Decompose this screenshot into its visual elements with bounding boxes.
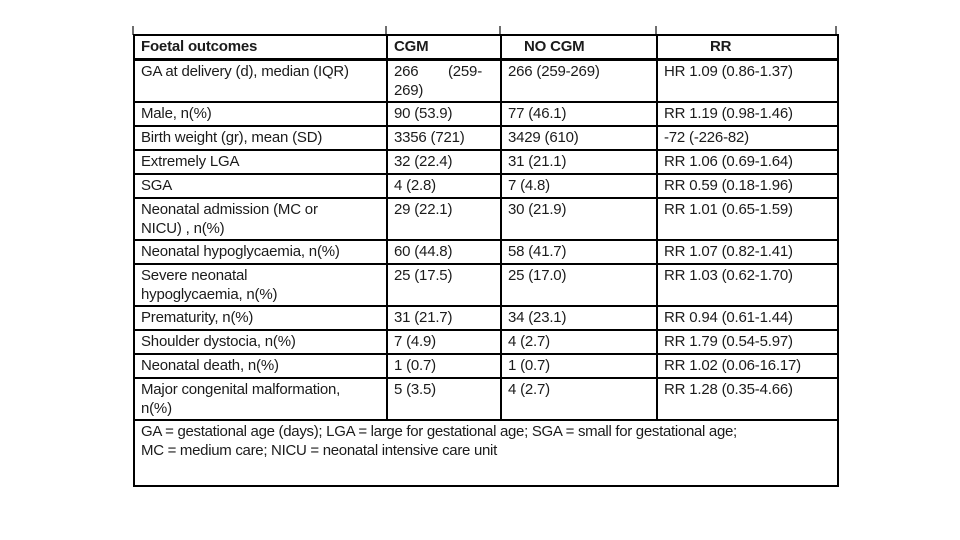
rr-value-cell: RR 0.94 (0.61-1.44): [656, 305, 839, 331]
table-body: GA at delivery (d), median (IQR) 266 (25…: [133, 58, 839, 421]
cgm-value-cell: 4 (2.8): [386, 173, 502, 199]
col-header-foetal-outcomes: Foetal outcomes: [133, 34, 388, 61]
cgm-value-cell: 29 (22.1): [386, 197, 502, 241]
table-row: SGA 4 (2.8) 7 (4.8) RR 0.59 (0.18-1.96): [133, 173, 839, 199]
rr-value-cell: RR 0.59 (0.18-1.96): [656, 173, 839, 199]
rr-value-cell: -72 (-226-82): [656, 125, 839, 151]
cgm-value: 25 (17.5): [394, 267, 453, 284]
rr-value-cell: RR 1.19 (0.98-1.46): [656, 101, 839, 127]
no-cgm-value-cell: 3429 (610): [500, 125, 658, 151]
table-row: Extremely LGA 32 (22.4) 31 (21.1) RR 1.0…: [133, 149, 839, 175]
col-header-no-cgm: NO CGM: [500, 34, 658, 61]
outcome-cell: Major congenital malformation, n(%): [133, 377, 388, 421]
no-cgm-value-cell: 77 (46.1): [500, 101, 658, 127]
no-cgm-value-cell: 31 (21.1): [500, 149, 658, 175]
table-top-tick: [385, 26, 387, 35]
cgm-value: 5 (3.5): [394, 381, 436, 398]
cgm-value: 4 (2.8): [394, 177, 436, 194]
no-cgm-value-cell: 266 (259-269): [500, 58, 658, 103]
cgm-value: 29 (22.1): [394, 201, 453, 218]
outcome-cell: Neonatal hypoglycaemia, n(%): [133, 239, 388, 265]
outcome-cell: Neonatal death, n(%): [133, 353, 388, 379]
cgm-value: 32 (22.4): [394, 153, 453, 170]
outcome-cell: GA at delivery (d), median (IQR): [133, 58, 388, 103]
table-row: Major congenital malformation, n(%) 5 (3…: [133, 377, 839, 421]
table-row: Shoulder dystocia, n(%) 7 (4.9) 4 (2.7) …: [133, 329, 839, 355]
cgm-value: 3356 (721): [394, 129, 465, 146]
outcome-cell: Extremely LGA: [133, 149, 388, 175]
cgm-value-cell: 25 (17.5): [386, 263, 502, 307]
outcome-cell: Birth weight (gr), mean (SD): [133, 125, 388, 151]
cgm-value-cell: 31 (21.7): [386, 305, 502, 331]
col-header-rr: RR: [656, 34, 839, 61]
no-cgm-value-cell: 58 (41.7): [500, 239, 658, 265]
cgm-value: 7 (4.9): [394, 333, 436, 350]
col-header-cgm: CGM: [386, 34, 502, 61]
outcome-cell: Shoulder dystocia, n(%): [133, 329, 388, 355]
cgm-value-cell: 60 (44.8): [386, 239, 502, 265]
table-header: Foetal outcomes CGM NO CGM RR: [133, 34, 839, 61]
no-cgm-value-cell: 30 (21.9): [500, 197, 658, 241]
table-row: Prematurity, n(%) 31 (21.7) 34 (23.1) RR…: [133, 305, 839, 331]
table-row: Severe neonatal hypoglycaemia, n(%) 25 (…: [133, 263, 839, 307]
footnote-row: GA = gestational age (days); LGA = large…: [133, 419, 839, 487]
cgm-value: 31 (21.7): [394, 309, 453, 326]
foetal-outcomes-table: Foetal outcomes CGM NO CGM RR GA at deli…: [133, 34, 839, 487]
cgm-value-cell: 7 (4.9): [386, 329, 502, 355]
outcome-cell: Prematurity, n(%): [133, 305, 388, 331]
no-cgm-value-cell: 7 (4.8): [500, 173, 658, 199]
outcome-cell: Severe neonatal hypoglycaemia, n(%): [133, 263, 388, 307]
cgm-value-cell: 266 (259-269): [386, 58, 502, 103]
table-footnote: GA = gestational age (days); LGA = large…: [133, 419, 839, 487]
rr-value-cell: RR 1.03 (0.62-1.70): [656, 263, 839, 307]
table-row: Birth weight (gr), mean (SD) 3356 (721) …: [133, 125, 839, 151]
rr-value-cell: HR 1.09 (0.86-1.37): [656, 58, 839, 103]
no-cgm-value-cell: 25 (17.0): [500, 263, 658, 307]
rr-value-cell: RR 1.07 (0.82-1.41): [656, 239, 839, 265]
cgm-value-cell: 3356 (721): [386, 125, 502, 151]
rr-value-cell: RR 1.28 (0.35-4.66): [656, 377, 839, 421]
cgm-value: 90 (53.9): [394, 105, 453, 122]
no-cgm-value-cell: 1 (0.7): [500, 353, 658, 379]
table-row: Neonatal admission (MC or NICU) , n(%) 2…: [133, 197, 839, 241]
table-top-tick: [835, 26, 837, 35]
rr-value-cell: RR 1.06 (0.69-1.64): [656, 149, 839, 175]
outcome-cell: Male, n(%): [133, 101, 388, 127]
cgm-value-cell: 90 (53.9): [386, 101, 502, 127]
rr-value-cell: RR 1.01 (0.65-1.59): [656, 197, 839, 241]
table-row: Neonatal hypoglycaemia, n(%) 60 (44.8) 5…: [133, 239, 839, 265]
outcome-cell: Neonatal admission (MC or NICU) , n(%): [133, 197, 388, 241]
table-top-tick: [132, 26, 134, 35]
cgm-value: 266 (259-269): [394, 63, 482, 99]
table-row: GA at delivery (d), median (IQR) 266 (25…: [133, 58, 839, 103]
table-row: Male, n(%) 90 (53.9) 77 (46.1) RR 1.19 (…: [133, 101, 839, 127]
outcome-cell: SGA: [133, 173, 388, 199]
table-top-tick: [499, 26, 501, 35]
cgm-value: 1 (0.7): [394, 357, 436, 374]
cgm-value-cell: 32 (22.4): [386, 149, 502, 175]
no-cgm-value-cell: 4 (2.7): [500, 377, 658, 421]
cgm-value-cell: 5 (3.5): [386, 377, 502, 421]
cgm-value-cell: 1 (0.7): [386, 353, 502, 379]
rr-value-cell: RR 1.02 (0.06-16.17): [656, 353, 839, 379]
no-cgm-value-cell: 34 (23.1): [500, 305, 658, 331]
table-top-tick: [655, 26, 657, 35]
no-cgm-value-cell: 4 (2.7): [500, 329, 658, 355]
header-row: Foetal outcomes CGM NO CGM RR: [133, 34, 839, 61]
table-foot: GA = gestational age (days); LGA = large…: [133, 419, 839, 487]
table-row: Neonatal death, n(%) 1 (0.7) 1 (0.7) RR …: [133, 353, 839, 379]
cgm-value: 60 (44.8): [394, 243, 453, 260]
rr-value-cell: RR 1.79 (0.54-5.97): [656, 329, 839, 355]
